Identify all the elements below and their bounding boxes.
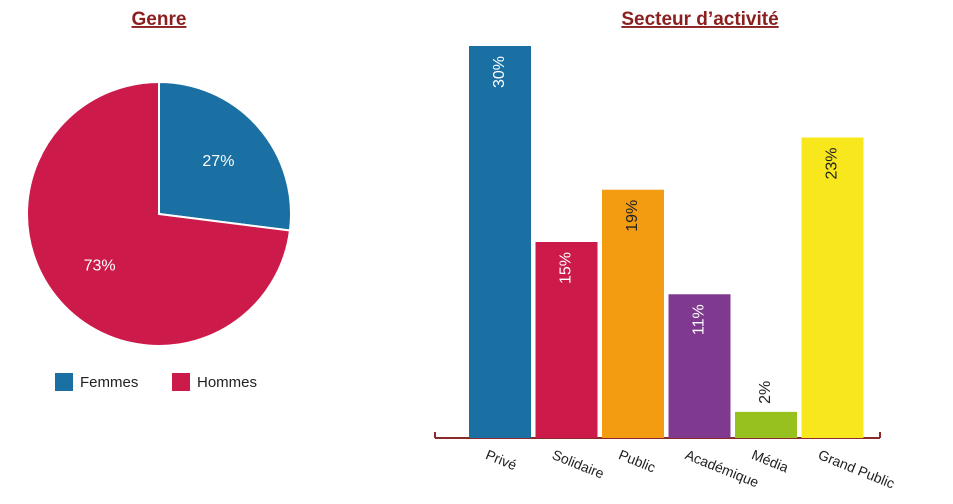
x-tick-label: Académique: [683, 446, 761, 490]
pie-title: Genre: [132, 9, 187, 30]
bar: [535, 242, 598, 438]
slice-label: 27%: [202, 153, 234, 170]
legend-label: Femmes: [80, 374, 138, 391]
bar-label: 23%: [824, 147, 841, 179]
pie-slice: [158, 80, 292, 232]
bar-label: 30%: [491, 56, 508, 88]
legend-swatch: [172, 373, 190, 391]
bar-title: Secteur d’activité: [621, 9, 778, 30]
x-tick-label: Public: [616, 446, 657, 475]
legend-label: Hommes: [197, 374, 257, 391]
x-tick-label: Grand Public: [816, 446, 897, 491]
bar: [602, 189, 664, 438]
pie-slice: [26, 80, 292, 347]
bar: [469, 46, 531, 438]
x-tick-label: Privé: [483, 446, 519, 473]
bar: [668, 294, 731, 438]
bar: [735, 411, 797, 438]
bar: [801, 137, 864, 438]
bar-label: 15%: [558, 252, 575, 284]
bar-label: 11%: [691, 304, 708, 335]
slice-label: 73%: [84, 258, 116, 275]
legend-swatch: [55, 373, 73, 391]
bar-label: 2%: [757, 381, 774, 404]
x-tick-label: Solidaire: [550, 446, 607, 481]
x-tick-label: Média: [749, 446, 791, 475]
bar-label: 19%: [624, 200, 641, 232]
